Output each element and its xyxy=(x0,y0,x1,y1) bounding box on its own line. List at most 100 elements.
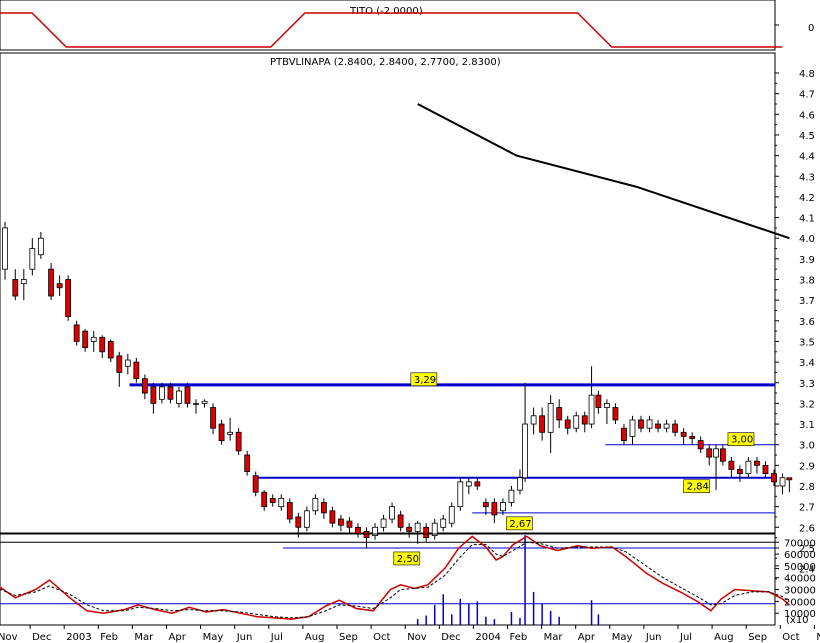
x-tick-label: May xyxy=(203,632,224,643)
volume-y-tick-label: 30000 xyxy=(784,586,816,597)
candle-body xyxy=(762,464,769,475)
candle-body xyxy=(210,407,216,429)
volume-y-tick-label: 40000 xyxy=(784,574,816,585)
candle-body xyxy=(184,386,191,404)
price-y-tick-label: 2.8 xyxy=(799,482,815,493)
price-trend xyxy=(417,103,790,240)
price-y-axis: 4.8 4.7 4.6 4.5 4.4 4.3 4.2 4.1 4.0 3.9 3.8 3.7 3.6 3… xyxy=(775,69,815,580)
volume-y-tick-label: 60000 xyxy=(784,550,816,561)
candle-body xyxy=(320,502,327,514)
candle-body xyxy=(697,440,704,450)
price-y-tick-label: 3.8 xyxy=(799,276,815,287)
volume-y-tick-label: 50000 xyxy=(784,562,816,573)
candle-body xyxy=(457,481,464,508)
x-tick-label: Aug xyxy=(305,632,325,643)
price-y-tick-label: 3.3 xyxy=(799,379,815,390)
level-label-box xyxy=(683,479,710,494)
x-tick-label: 2003 xyxy=(66,632,91,643)
candle-body xyxy=(440,518,447,528)
volume-y-tick-label: 20000 xyxy=(784,597,816,608)
x-tick-label: Jun xyxy=(645,632,662,643)
price-y-tick-label: 2.6 xyxy=(799,523,815,534)
candle-body xyxy=(588,394,595,425)
candle-body xyxy=(737,469,743,475)
x-tick-label: Oct xyxy=(373,632,390,643)
level-label: 3,29 xyxy=(414,375,436,386)
candle-body xyxy=(573,415,580,429)
candle-body xyxy=(167,386,174,400)
candle-body xyxy=(539,415,546,433)
price-y-tick-label: 2.5 xyxy=(799,544,815,555)
candle-body xyxy=(612,407,619,421)
candle-body xyxy=(629,419,636,437)
price-y-tick-label: 3.2 xyxy=(799,399,815,410)
candle-body xyxy=(491,502,498,516)
candle-body xyxy=(363,531,370,539)
price-y-tick-label: 3.1 xyxy=(799,420,815,431)
price-y-tick-label: 3.4 xyxy=(799,358,815,369)
level-label-box xyxy=(506,516,533,531)
price-y-tick-label: 4.7 xyxy=(799,90,815,101)
candle-body xyxy=(159,386,165,400)
indicator-line xyxy=(0,12,783,48)
x-tick-label: Oct xyxy=(782,632,799,643)
candle-body xyxy=(355,526,361,534)
candle-body xyxy=(474,481,481,487)
candle-body xyxy=(201,400,208,404)
candle-body xyxy=(12,279,19,297)
volume-y-tick-label: 10000 xyxy=(784,609,816,620)
candle-body xyxy=(604,402,610,408)
candle-body xyxy=(689,436,696,439)
candle-body xyxy=(595,394,602,408)
candle-body xyxy=(779,477,786,487)
candle-body xyxy=(389,506,395,520)
candle-body xyxy=(728,460,735,470)
x-tick-label: Mar xyxy=(134,632,154,643)
candle-body xyxy=(719,448,726,462)
candle-body xyxy=(312,497,319,512)
level-label: 2,84 xyxy=(687,482,709,493)
x-tick-label: Nov xyxy=(407,632,427,643)
level-label: 3,00 xyxy=(731,435,753,446)
candle-body xyxy=(706,448,713,458)
candle-body xyxy=(278,497,285,508)
level-label-box xyxy=(727,432,755,447)
x-tick-label: Sep xyxy=(339,632,358,643)
candle-body xyxy=(745,460,752,475)
price-title: PTBVLINAPA (2.8400, 2.8400, 2.7700, 2.83… xyxy=(270,57,501,68)
price-y-tick-label: 3.7 xyxy=(799,296,815,307)
candle-body xyxy=(380,518,387,528)
candle-body xyxy=(133,361,140,380)
candle-body xyxy=(482,502,489,508)
volume-lines xyxy=(0,535,790,620)
candle-body xyxy=(29,248,36,270)
volume-bars xyxy=(416,535,600,625)
volume-y-tick-label: 70000 xyxy=(784,538,816,549)
candle-body xyxy=(37,237,44,256)
indicator-y-tick-label: 0 xyxy=(808,23,814,34)
candle-body xyxy=(150,386,157,404)
candle-body xyxy=(338,518,344,526)
candle-body xyxy=(65,279,72,318)
candle-body xyxy=(286,502,293,520)
candle-body xyxy=(517,477,523,491)
x-tick-label: Jul xyxy=(270,632,283,643)
candle-body xyxy=(771,473,777,483)
price-panel: PTBVLINAPA (2.8400, 2.8400, 2.7700, 2.83… xyxy=(0,52,815,580)
x-tick-label: Apr xyxy=(169,632,187,643)
candle-body xyxy=(448,506,455,524)
candle-body xyxy=(530,415,537,425)
candle-body xyxy=(713,448,719,458)
price-panel-border xyxy=(0,52,776,534)
candle-body xyxy=(621,427,627,441)
candle-body xyxy=(73,324,80,342)
price-y-tick-label: 4.0 xyxy=(799,234,815,245)
candle-body xyxy=(82,330,89,349)
x-tick-label: Mar xyxy=(544,632,564,643)
x-tick-label: Nov xyxy=(816,632,820,643)
x-tick-label: Apr xyxy=(578,632,596,643)
candle-body xyxy=(116,355,123,373)
level-label: 2,67 xyxy=(509,519,531,530)
